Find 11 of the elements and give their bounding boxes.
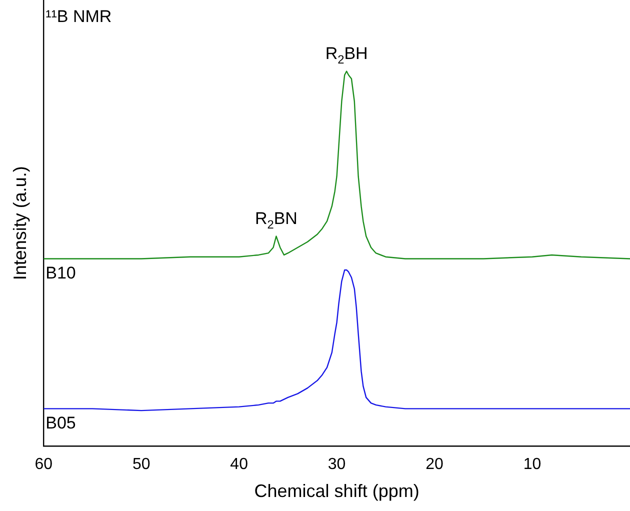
series-label: B05 <box>46 414 76 433</box>
series-label: B10 <box>46 264 76 283</box>
x-tick-label: 20 <box>426 456 444 474</box>
y-axis-title: Intensity (a.u.) <box>10 166 30 280</box>
x-tick-label: 60 <box>34 456 53 474</box>
text: ¹¹B NMR <box>46 7 112 26</box>
x-tick-label: 30 <box>328 456 346 474</box>
x-tick-label: 10 <box>523 456 542 474</box>
x-axis-title: Chemical shift (ppm) <box>254 481 420 502</box>
x-tick-label: 50 <box>132 456 150 474</box>
x-tick-label: 40 <box>230 456 248 474</box>
